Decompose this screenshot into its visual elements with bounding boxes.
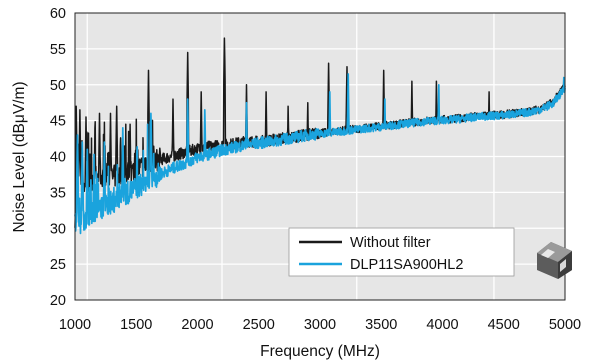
legend-label-dlp11sa900hl2: DLP11SA900HL2 bbox=[350, 257, 463, 273]
y-tick-label: 30 bbox=[50, 221, 66, 237]
legend-label-without-filter: Without filter bbox=[350, 235, 431, 251]
series-line-dlp11sa900hl2 bbox=[74, 73, 566, 235]
y-tick-labels: 20 25 30 35 40 45 50 55 60 bbox=[50, 6, 66, 309]
y-tick-label: 45 bbox=[50, 114, 66, 130]
y-tick-label: 25 bbox=[50, 257, 66, 273]
x-tick-label: 5000 bbox=[549, 317, 581, 333]
x-tick-label: 3500 bbox=[365, 317, 397, 333]
x-tick-label: 3000 bbox=[304, 317, 336, 333]
series-line-without-filter bbox=[74, 37, 566, 228]
y-tick-label: 20 bbox=[50, 293, 66, 309]
y-tick-label: 50 bbox=[50, 78, 66, 94]
x-axis-label: Frequency (MHz) bbox=[260, 343, 380, 360]
component-chip-icon bbox=[537, 242, 572, 279]
legend-box bbox=[288, 227, 515, 277]
x-tick-label: 1000 bbox=[59, 317, 91, 333]
x-tick-label: 4500 bbox=[488, 317, 520, 333]
y-tick-label: 40 bbox=[50, 150, 66, 166]
legend: Without filter DLP11SA900HL2 bbox=[288, 227, 515, 277]
series-lines bbox=[74, 37, 566, 235]
y-tick-label: 55 bbox=[50, 42, 66, 58]
x-tick-label: 2500 bbox=[243, 317, 275, 333]
x-tick-label: 4000 bbox=[426, 317, 458, 333]
x-tick-labels: 1000 1500 2000 2500 3000 3500 4000 4500 5000 bbox=[59, 317, 581, 333]
x-tick-label: 1500 bbox=[120, 317, 152, 333]
y-tick-label: 35 bbox=[50, 185, 66, 201]
y-axis-label: Noise Level (dBμV/m) bbox=[11, 81, 28, 232]
plot-frame bbox=[74, 12, 566, 301]
y-tick-label: 60 bbox=[50, 6, 66, 22]
x-tick-label: 2000 bbox=[181, 317, 213, 333]
